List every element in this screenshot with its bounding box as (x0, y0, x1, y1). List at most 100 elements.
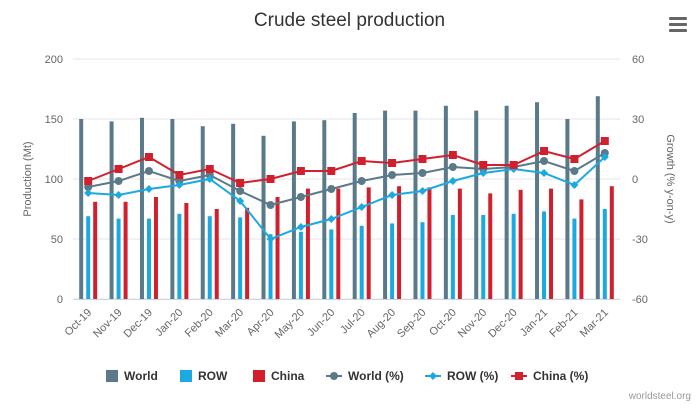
point-world-pct[interactable] (570, 167, 579, 175)
bar-china[interactable] (93, 201, 98, 299)
point-china-pct[interactable] (175, 171, 184, 179)
bar-china[interactable] (549, 188, 554, 299)
bar-world[interactable] (261, 135, 266, 299)
point-world-pct[interactable] (357, 177, 366, 185)
bar-china[interactable] (457, 188, 462, 299)
legend-label-row[interactable]: ROW (198, 369, 228, 383)
point-row-pct[interactable] (418, 187, 427, 195)
bar-world[interactable] (200, 126, 205, 299)
point-china-pct[interactable] (357, 157, 366, 165)
bar-row[interactable] (572, 218, 577, 299)
bar-china[interactable] (245, 207, 250, 299)
bar-world[interactable] (109, 121, 114, 300)
hamburger-menu-icon[interactable] (669, 17, 687, 33)
bar-china[interactable] (579, 199, 584, 299)
bar-row[interactable] (238, 217, 243, 299)
bar-row[interactable] (390, 223, 395, 299)
bar-world[interactable] (139, 117, 144, 299)
bar-world[interactable] (413, 110, 418, 299)
legend-label-world-pct[interactable]: World (%) (348, 369, 404, 383)
point-world-pct[interactable] (448, 163, 457, 171)
point-china-pct[interactable] (236, 179, 245, 187)
bar-row[interactable] (298, 231, 303, 299)
bar-china[interactable] (366, 187, 371, 299)
bar-china[interactable] (184, 203, 189, 299)
bar-row[interactable] (481, 215, 486, 299)
point-row-pct[interactable] (266, 235, 275, 243)
bar-china[interactable] (305, 188, 310, 299)
bar-world[interactable] (383, 110, 388, 299)
bar-china[interactable] (518, 189, 523, 299)
bar-world[interactable] (352, 113, 357, 299)
bar-row[interactable] (207, 216, 212, 299)
point-china-pct[interactable] (144, 153, 153, 161)
point-row-pct[interactable] (296, 223, 305, 231)
bar-world[interactable] (474, 110, 479, 299)
bar-row[interactable] (450, 215, 455, 299)
point-china-pct[interactable] (84, 177, 93, 185)
point-china-pct[interactable] (388, 159, 397, 167)
bar-world[interactable] (231, 123, 236, 299)
point-china-pct[interactable] (509, 161, 518, 169)
point-china-pct[interactable] (448, 151, 457, 159)
point-world-pct[interactable] (296, 193, 305, 201)
point-china-pct[interactable] (114, 165, 123, 173)
point-china-pct[interactable] (600, 137, 609, 145)
point-row-pct[interactable] (144, 185, 153, 193)
bar-china[interactable] (397, 186, 402, 299)
point-world-pct[interactable] (236, 187, 245, 195)
point-china-pct[interactable] (418, 155, 427, 163)
point-row-pct[interactable] (570, 181, 579, 189)
bar-row[interactable] (268, 234, 273, 299)
point-row-pct[interactable] (600, 153, 609, 161)
point-world-pct[interactable] (144, 167, 153, 175)
bar-world[interactable] (79, 119, 84, 299)
bar-china[interactable] (123, 201, 128, 299)
bar-row[interactable] (602, 209, 607, 299)
point-china-pct[interactable] (266, 175, 275, 183)
point-row-pct[interactable] (114, 191, 123, 199)
bar-china[interactable] (427, 187, 432, 299)
legend-label-row-pct[interactable]: ROW (%) (447, 369, 498, 383)
bar-world[interactable] (291, 121, 296, 300)
point-world-pct[interactable] (388, 171, 397, 179)
bar-row[interactable] (511, 213, 516, 299)
point-row-pct[interactable] (540, 169, 549, 177)
bar-world[interactable] (170, 119, 175, 299)
bar-row[interactable] (146, 218, 151, 299)
bar-row[interactable] (177, 213, 182, 299)
bar-world[interactable] (504, 105, 509, 299)
point-row-pct[interactable] (236, 197, 245, 205)
bar-china[interactable] (336, 188, 341, 299)
point-china-pct[interactable] (205, 165, 214, 173)
legend-label-world[interactable]: World (124, 369, 158, 383)
bar-world[interactable] (595, 96, 600, 299)
bar-row[interactable] (542, 211, 547, 299)
legend-label-china[interactable]: China (271, 369, 305, 383)
bar-china[interactable] (609, 186, 614, 299)
credit-link[interactable]: worldsteel.org (628, 391, 691, 402)
point-row-pct[interactable] (205, 175, 214, 183)
bar-china[interactable] (153, 197, 158, 299)
bar-row[interactable] (359, 225, 364, 299)
bar-world[interactable] (565, 119, 570, 299)
point-world-pct[interactable] (327, 185, 336, 193)
point-row-pct[interactable] (84, 189, 93, 197)
point-world-pct[interactable] (540, 157, 549, 165)
point-row-pct[interactable] (388, 191, 397, 199)
point-row-pct[interactable] (357, 203, 366, 211)
point-china-pct[interactable] (540, 147, 549, 155)
point-row-pct[interactable] (448, 177, 457, 185)
bar-row[interactable] (116, 218, 121, 299)
point-china-pct[interactable] (296, 167, 305, 175)
bar-china[interactable] (275, 197, 280, 299)
bar-world[interactable] (322, 120, 327, 299)
point-world-pct[interactable] (418, 169, 427, 177)
bar-row[interactable] (86, 216, 91, 299)
point-china-pct[interactable] (479, 161, 488, 169)
point-china-pct[interactable] (570, 155, 579, 163)
bar-world[interactable] (535, 102, 540, 299)
bar-row[interactable] (329, 229, 334, 299)
bar-china[interactable] (488, 193, 493, 299)
legend-label-china-pct[interactable]: China (%) (533, 369, 588, 383)
